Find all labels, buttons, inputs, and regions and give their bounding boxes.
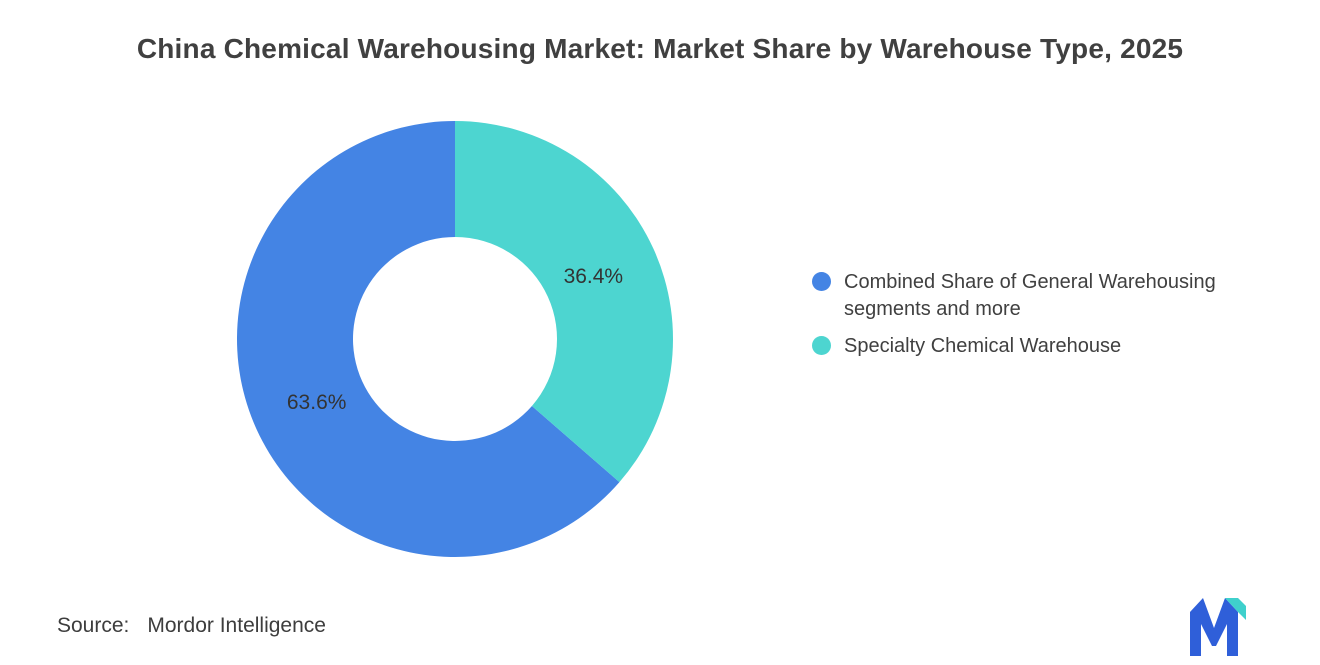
legend-item-1[interactable]: Specialty Chemical Warehouse xyxy=(812,333,1282,360)
source-line: Source: Mordor Intelligence xyxy=(57,614,326,638)
legend-item-0[interactable]: Combined Share of General Warehousing se… xyxy=(812,269,1282,323)
slice-label-0: 63.6% xyxy=(287,391,347,414)
legend-label: Combined Share of General Warehousing se… xyxy=(844,271,1216,320)
legend: Combined Share of General Warehousing se… xyxy=(812,269,1282,360)
slice-label-1: 36.4% xyxy=(564,265,624,288)
pie-slice-1[interactable] xyxy=(455,120,673,483)
legend-marker-icon xyxy=(812,336,831,355)
chart-title: China Chemical Warehousing Market: Marke… xyxy=(136,33,1184,64)
source-label: Source: xyxy=(57,614,130,637)
pie-slice-0[interactable] xyxy=(236,121,620,557)
legend-label: Specialty Chemical Warehouse xyxy=(844,335,1122,357)
source-value: Mordor Intelligence xyxy=(147,614,326,637)
mordor-intelligence-logo xyxy=(1190,598,1246,656)
legend-marker-icon xyxy=(812,272,831,291)
